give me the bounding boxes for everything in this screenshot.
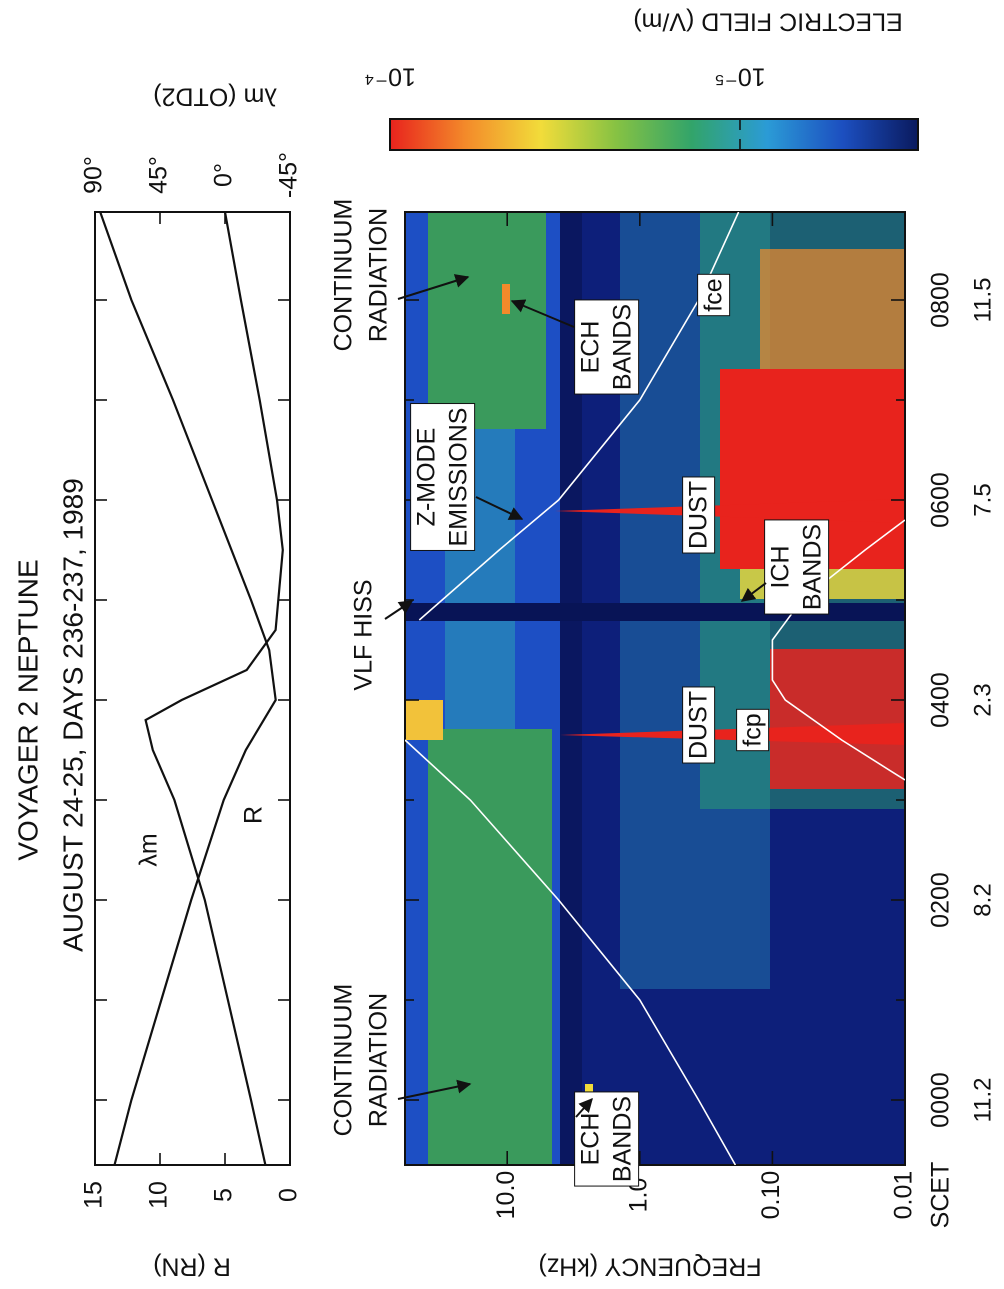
- annotation-text: RADIATION: [365, 208, 393, 342]
- annotation-text: BANDS: [799, 524, 827, 610]
- y-tick-label: 10.0: [492, 1171, 520, 1220]
- x2-label: 11.5: [969, 278, 996, 323]
- boxed-label: ICH BANDS: [764, 519, 830, 615]
- label-box: [682, 686, 716, 764]
- dust-streak: [560, 723, 905, 745]
- y-tick-label: 0: [275, 1188, 303, 1202]
- arrow: [397, 274, 470, 300]
- arrow: [397, 1079, 472, 1100]
- colorbar-label: ELECTRIC FIELD (V/m): [633, 7, 902, 35]
- y-tick-label: 10: [145, 1181, 173, 1209]
- x2-label: 2.3: [969, 683, 996, 716]
- x-tick-label: 0000: [927, 1072, 955, 1128]
- spectrogram-region: [760, 249, 905, 369]
- annotation-text: ECH: [577, 321, 605, 374]
- y-tick-label: 0.01: [890, 1171, 918, 1220]
- label: CONTINUUM RADIATION: [330, 199, 393, 352]
- x-tick-label: 0400: [927, 672, 955, 728]
- y-axis-label: FREQUENCY (kHz): [538, 1252, 761, 1280]
- y2-tick-label: 90°: [80, 156, 108, 194]
- spectrogram-region: [428, 729, 552, 1165]
- arrow: [475, 496, 524, 520]
- x2-label: 7.5: [969, 483, 996, 516]
- line-series: [144, 212, 284, 1165]
- annotation-text: BANDS: [609, 304, 637, 390]
- y2-axis-label: λm (OTD2): [153, 82, 277, 110]
- label-box: [682, 476, 716, 554]
- arrow: [510, 299, 575, 328]
- colorbar-tick-label: 10⁻⁵: [714, 62, 765, 90]
- boxed-label: DUST: [682, 476, 716, 554]
- line-plot: [99, 212, 284, 1165]
- line-series: [99, 212, 277, 1165]
- spectrogram-region: [405, 700, 443, 740]
- spectrogram-frame: [404, 211, 906, 1166]
- title: VOYAGER 2 NEPTUNE: [12, 559, 43, 860]
- spectrogram: [405, 212, 905, 1165]
- x-tick-label: 0800: [927, 272, 955, 328]
- annotation-text: EMISSIONS: [445, 408, 473, 547]
- arrow: [575, 1097, 593, 1118]
- boxed-label: DUST: [682, 686, 716, 764]
- spectrogram-region: [405, 603, 905, 621]
- annotation-text: CONTINUUM: [330, 199, 358, 352]
- annotation-text: fce: [700, 278, 728, 311]
- label-box: [574, 1091, 640, 1187]
- y2-tick-label: -45°: [275, 152, 303, 198]
- dust-streak: [555, 499, 905, 523]
- series-label: λm: [135, 833, 163, 866]
- annotation-text: fcp: [739, 713, 767, 746]
- y2-tick-label: 45°: [145, 156, 173, 194]
- y-axis-label: R (RN): [153, 1252, 231, 1280]
- annotation-text: VLF HISS: [350, 579, 378, 690]
- label-box: [410, 403, 476, 551]
- boxed-label: fcp: [736, 708, 770, 752]
- x-tick-label: 0600: [927, 472, 955, 528]
- series-label: R: [240, 806, 268, 824]
- annotation-text: ICH: [767, 545, 795, 588]
- label-box: [764, 519, 830, 615]
- colorbar: [389, 118, 919, 151]
- y-tick-label: 0.10: [757, 1171, 785, 1220]
- x2-label: 8.2: [969, 883, 996, 916]
- arrow: [384, 600, 414, 620]
- annotation-text: CONTINUUM: [330, 984, 358, 1137]
- label: CONTINUUM RADIATION: [330, 984, 393, 1137]
- subtitle: AUGUST 24-25, DAYS 236-237, 1989: [57, 478, 88, 952]
- figure-body: VOYAGER 2 NEPTUNE AUGUST 24-25, DAYS 236…: [12, 7, 996, 1280]
- spectrogram-region: [770, 649, 905, 789]
- x2-label: 11.2: [969, 1078, 996, 1123]
- boxed-label: Z-MODE EMISSIONS: [410, 403, 476, 551]
- label-box: [736, 708, 770, 752]
- boxed-label: ECH BANDS: [574, 1091, 640, 1187]
- boxed-label: ECH BANDS: [574, 299, 640, 395]
- spectrogram-region: [560, 212, 582, 1165]
- boxed-label: fce: [697, 273, 731, 317]
- top-panel-frame: [94, 211, 291, 1166]
- ech-band: [502, 284, 510, 314]
- x-axis-label: SCET: [927, 1162, 955, 1229]
- annotation-text: BANDS: [609, 1096, 637, 1182]
- annotation-text: Z-MODE: [413, 428, 441, 527]
- label-box: [574, 299, 640, 395]
- arrow: [740, 582, 767, 602]
- y2-tick-label: 0°: [210, 163, 238, 187]
- label: VLF HISS: [350, 579, 378, 690]
- x-tick-label: 0200: [927, 872, 955, 928]
- annotation-text: ECH: [577, 1113, 605, 1166]
- colorbar-tick-label: 10⁻⁴: [364, 62, 416, 90]
- y-tick-label: 5: [210, 1188, 238, 1202]
- annotation-text: DUST: [685, 691, 713, 759]
- annotation-text: DUST: [685, 481, 713, 549]
- label-box: [697, 273, 731, 317]
- spectrogram-region: [428, 212, 546, 429]
- y-tick-label: 15: [80, 1181, 108, 1209]
- frequency-line: [771, 519, 905, 781]
- annotation-text: RADIATION: [365, 993, 393, 1127]
